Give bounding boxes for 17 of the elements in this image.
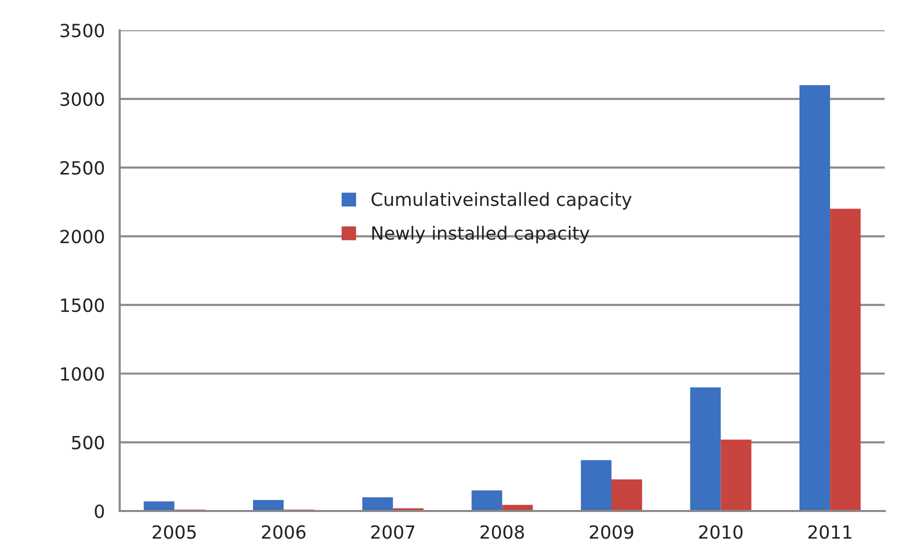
y-tick-label: 1000 [61,367,104,381]
legend-label: Cumulativeinstalled capacity [372,192,632,210]
x-tick-label: 2007 [371,525,414,539]
x-tick-label: 2011 [808,525,852,539]
y-tick-label: 2000 [60,230,104,244]
legend-label: Newly installed capacity [372,226,590,244]
y-tick-label: 500 [72,436,104,450]
y-tick-label: 0 [94,504,104,518]
x-tick-label: 2010 [699,525,743,539]
y-tick-label: 2500 [60,161,104,175]
x-tick-label: 2009 [590,525,634,539]
x-tick-label: 2005 [152,525,196,539]
x-tick-label: 2006 [262,525,306,539]
y-tick-label: 1500 [61,298,104,312]
y-tick-label: 3000 [60,92,104,106]
y-tick-label: 3500 [60,24,104,38]
x-tick-label: 2008 [480,525,524,539]
